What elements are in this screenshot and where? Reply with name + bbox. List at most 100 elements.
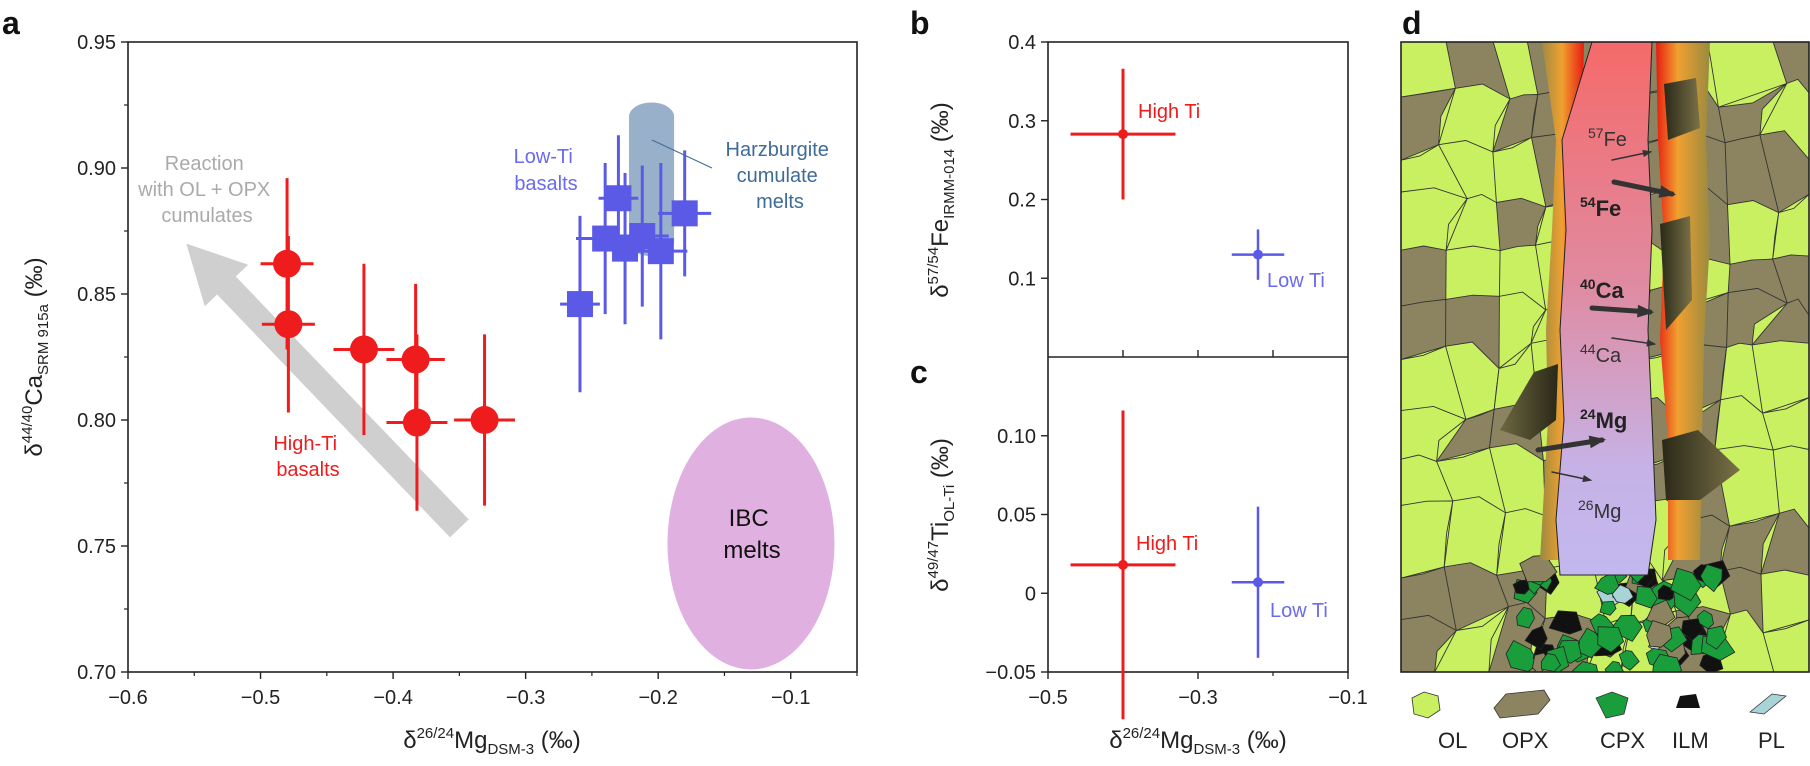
data-point [402,408,431,437]
panel-b-ticks: 0.1 0.2 0.3 0.4 [1008,32,1274,357]
ilm-grain [1548,610,1583,635]
panel-a-x-axis-label: δ26/24MgDSM-3 (‰) [403,725,581,758]
y-tick-label: 0.70 [77,662,116,684]
panel-b-y-axis-label: δ57/54FeIRMM-014 (‰) [925,102,958,298]
legend-cpx-label: CPX [1600,728,1646,753]
legend-opx-swatch [1493,689,1551,719]
cpx-grain [1652,653,1683,672]
reaction-arrow [186,243,469,538]
legend-ol-swatch [1411,691,1441,719]
low-ti-basalts-label: Low-Ti basalts [514,146,579,195]
right-dark-opx-3 [1662,430,1740,500]
x-tick-label: −0.3 [506,687,545,709]
panel-c-x-axis-label: δ26/24MgDSM-3 (‰) [1109,725,1287,758]
ol-grain [1401,405,1467,462]
data-point [274,310,303,339]
legend-pl-label: PL [1758,728,1785,753]
panel-c-low-ti-label: Low Ti [1270,600,1328,622]
high-ti-basalts-label: High-Ti basalts [273,433,342,481]
y-tick-label: 0.95 [77,32,116,54]
x-tick-label: −0.3 [1178,687,1217,709]
panel-c-marks [1070,410,1285,720]
cpx-grain [1609,614,1643,642]
panel-a-y-axis-label: δ44/40CaSRM 915a (‰) [19,257,52,456]
legend-cpx-swatch [1595,691,1629,719]
harzburgite-band [629,102,675,257]
harzburgite-leader-line [651,139,713,169]
panel-a-label: a [2,5,20,41]
mineral-legend: OL OPX CPX ILM PL [1411,689,1787,753]
low-ti-series [560,135,712,393]
y-tick-label: 0.75 [77,536,116,558]
ol-grain [1762,619,1809,672]
panel-a: a −0.6 −0.5 −0.4 −0.3 −0.2 −0.1 0.70 0.75 0.80 0.… [2,5,858,758]
label-44ca: 44Ca [1580,341,1622,367]
x-tick-label: −0.6 [108,687,147,709]
opx-grain [1401,614,1458,672]
ol-grain [1401,187,1468,251]
rock-illustration [1401,42,1809,672]
panel-d-label: d [1402,5,1422,41]
x-tick-label: −0.1 [1328,687,1367,709]
arrow-40ca-head [1637,304,1655,318]
label-26mg: 26Mg [1578,497,1621,523]
panel-b-marks [1070,68,1285,280]
ibc-ellipse [667,417,835,670]
cpx-grain [1516,606,1535,629]
panel-a-marks [260,135,712,511]
harzburgite-label: Harzburgite cumulate melts [726,139,835,213]
cpx-grain [1604,660,1625,672]
data-point [1118,559,1128,570]
y-tick-label: 0.2 [1008,190,1036,212]
legend-pl-swatch [1749,693,1787,715]
panel-b-low-ti-label: Low Ti [1267,270,1325,292]
legend-ol-label: OL [1438,728,1467,753]
data-point [647,238,674,265]
ibc-melts-label: IBC melts [723,505,780,564]
y-tick-label: 0.90 [77,158,116,180]
panel-d: d 57Fe 54Fe 40Ca 44Ca 24Mg 26Mg OL [1400,5,1810,753]
panel-c-high-ti-label: High Ti [1136,533,1198,555]
right-dark-opx-1 [1660,216,1692,330]
arrow-54fe-head [1658,185,1677,198]
data-point [349,335,378,364]
cpx-grain [1705,625,1727,650]
data-point [1253,249,1263,260]
ilm-grain [1524,625,1548,650]
cpx-grain [1670,567,1702,602]
data-point [1118,129,1128,140]
low-ti-series [1231,229,1285,280]
opx-grain [1401,245,1449,307]
data-point [605,185,632,212]
data-point [470,406,499,434]
cpx-cluster [1505,554,1736,672]
x-tick-label: −0.5 [241,687,280,709]
panel-b-high-ti-label: High Ti [1138,101,1200,123]
cpx-grain [1597,626,1625,653]
y-tick-label: 0 [1025,583,1036,605]
panel-d-frame [1400,41,1810,673]
y-tick-label: 0.10 [997,426,1036,448]
high-ti-series [1070,68,1176,200]
ol-grain [1434,606,1509,672]
right-dark-opx-2 [1664,78,1700,140]
opx-grain [1646,620,1673,648]
panel-c-ticks: −0.05 0 0.05 0.10 −0.5 −0.3 −0.1 [985,426,1367,709]
cpx-grain [1618,650,1640,671]
arrow-26mg-head [1582,475,1593,483]
ol-grain [1443,496,1507,576]
label-24mg: 24Mg [1580,406,1627,433]
cpx-grain [1700,564,1723,593]
low-ti-series [1231,506,1285,658]
y-tick-label: 0.80 [77,410,116,432]
arrow-44ca-head [1646,339,1657,347]
x-tick-label: −0.5 [1028,687,1067,709]
x-tick-label: −0.1 [771,687,810,709]
panel-b-label: b [910,5,930,41]
high-ti-series [1070,410,1176,720]
opx-grain [1401,87,1457,161]
arrow-57fe-head [1642,149,1653,157]
y-tick-label: −0.05 [985,662,1036,684]
